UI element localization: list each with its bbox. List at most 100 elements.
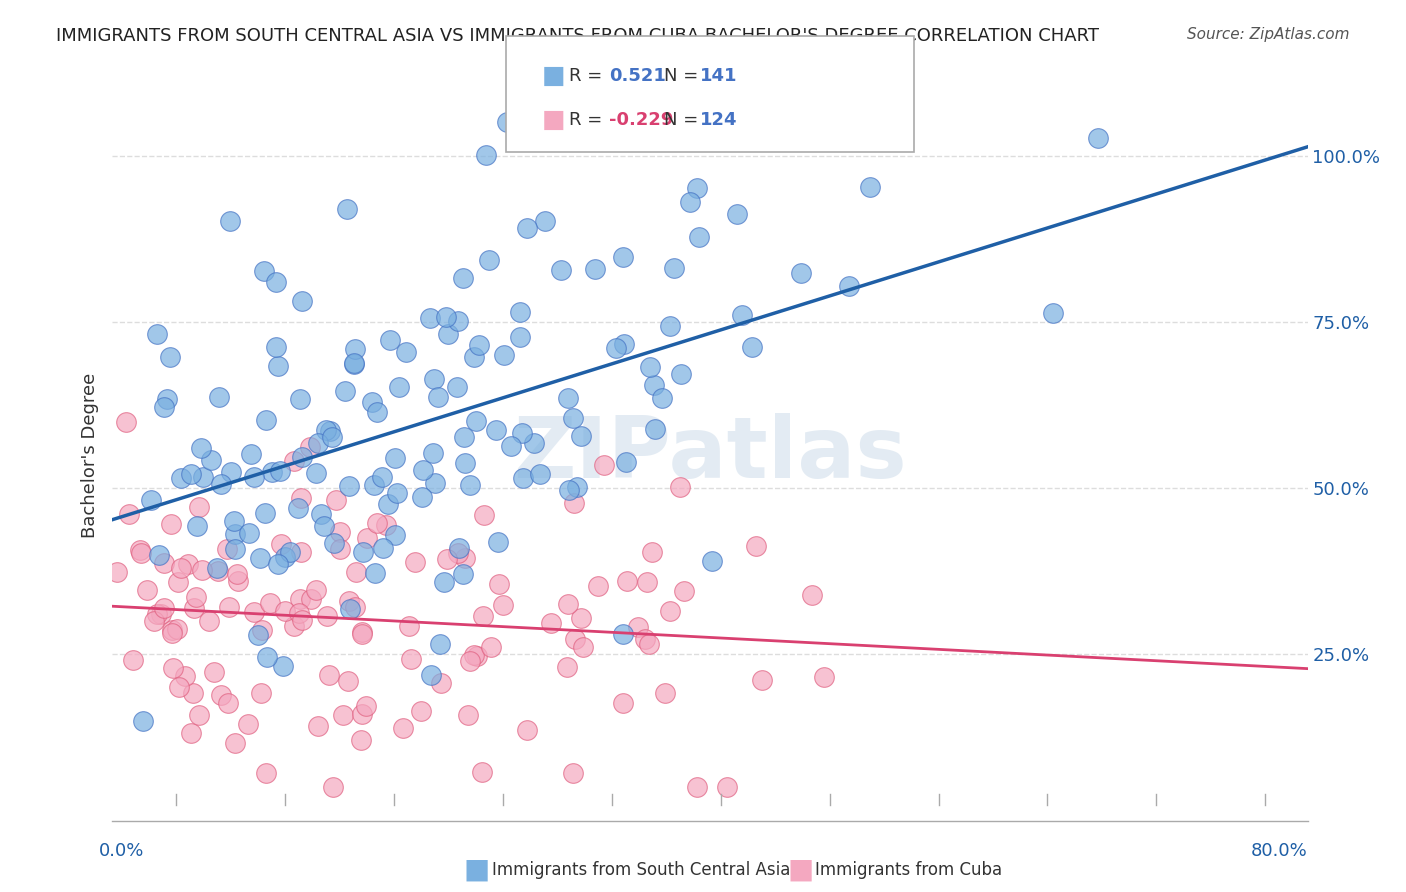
Point [114, 415, 136, 429]
Point [118, 507, 141, 521]
Point [254, 413, 277, 427]
Point [160, 517, 183, 532]
Point [148, 549, 170, 563]
Point [181, 686, 204, 700]
Point [377, 497, 399, 511]
Point [344, 599, 367, 614]
Point [329, 525, 352, 540]
Point [395, 345, 418, 359]
Point [478, 253, 501, 268]
Point [412, 463, 434, 477]
Text: Immigrants from South Central Asia: Immigrants from South Central Asia [492, 861, 790, 879]
Point [534, 214, 557, 228]
Point [446, 380, 468, 394]
Point [614, 455, 637, 469]
Point [378, 333, 401, 347]
Point [447, 314, 470, 328]
Point [253, 506, 276, 520]
Point [458, 478, 481, 492]
Point [366, 404, 388, 418]
Point [307, 435, 329, 450]
Point [627, 620, 650, 634]
Point [238, 717, 260, 731]
Point [333, 384, 356, 398]
Point [479, 640, 502, 654]
Point [859, 179, 882, 194]
Point [259, 596, 281, 610]
Point [751, 673, 773, 687]
Point [287, 606, 309, 620]
Point [371, 541, 394, 556]
Point [572, 640, 595, 655]
Point [336, 202, 359, 216]
Point [550, 262, 572, 277]
Point [180, 467, 202, 481]
Point [136, 582, 159, 597]
Point [540, 615, 562, 630]
Point [612, 697, 634, 711]
Point [488, 577, 510, 591]
Point [350, 706, 373, 721]
Point [167, 680, 190, 694]
Point [454, 551, 477, 566]
Point [152, 600, 174, 615]
Point [371, 470, 394, 484]
Point [384, 528, 406, 542]
Point [411, 491, 433, 505]
Point [800, 588, 823, 602]
Point [352, 624, 374, 639]
Point [307, 719, 329, 733]
Point [142, 614, 165, 628]
Point [741, 340, 763, 354]
Point [557, 597, 579, 611]
Point [305, 583, 328, 598]
Point [273, 604, 295, 618]
Point [464, 414, 486, 428]
Point [129, 543, 152, 558]
Point [436, 327, 458, 342]
Point [291, 613, 314, 627]
Point [243, 605, 266, 619]
Point [447, 546, 470, 560]
Point [332, 708, 354, 723]
Point [643, 378, 665, 392]
Point [463, 648, 485, 662]
Point [688, 229, 710, 244]
Point [299, 592, 322, 607]
Point [638, 637, 661, 651]
Point [1042, 306, 1064, 320]
Point [475, 148, 498, 162]
Point [312, 519, 335, 533]
Point [318, 667, 340, 681]
Point [315, 608, 337, 623]
Point [167, 575, 190, 590]
Point [271, 659, 294, 673]
Point [644, 422, 666, 436]
Point [222, 514, 245, 528]
Point [226, 574, 249, 589]
Point [159, 350, 181, 364]
Point [486, 535, 509, 549]
Text: R =: R = [569, 112, 609, 129]
Point [672, 583, 695, 598]
Point [209, 688, 232, 702]
Point [512, 471, 534, 485]
Point [651, 391, 673, 405]
Point [561, 410, 583, 425]
Point [322, 780, 344, 795]
Point [323, 536, 346, 550]
Point [177, 557, 200, 571]
Point [193, 469, 215, 483]
Point [266, 557, 288, 571]
Point [593, 458, 616, 473]
Point [429, 676, 451, 690]
Point [249, 551, 271, 566]
Point [654, 685, 676, 699]
Point [105, 565, 128, 579]
Point [250, 686, 273, 700]
Point [342, 355, 364, 369]
Point [344, 565, 367, 579]
Text: Source: ZipAtlas.com: Source: ZipAtlas.com [1187, 27, 1350, 42]
Point [238, 525, 260, 540]
Point [659, 319, 682, 334]
